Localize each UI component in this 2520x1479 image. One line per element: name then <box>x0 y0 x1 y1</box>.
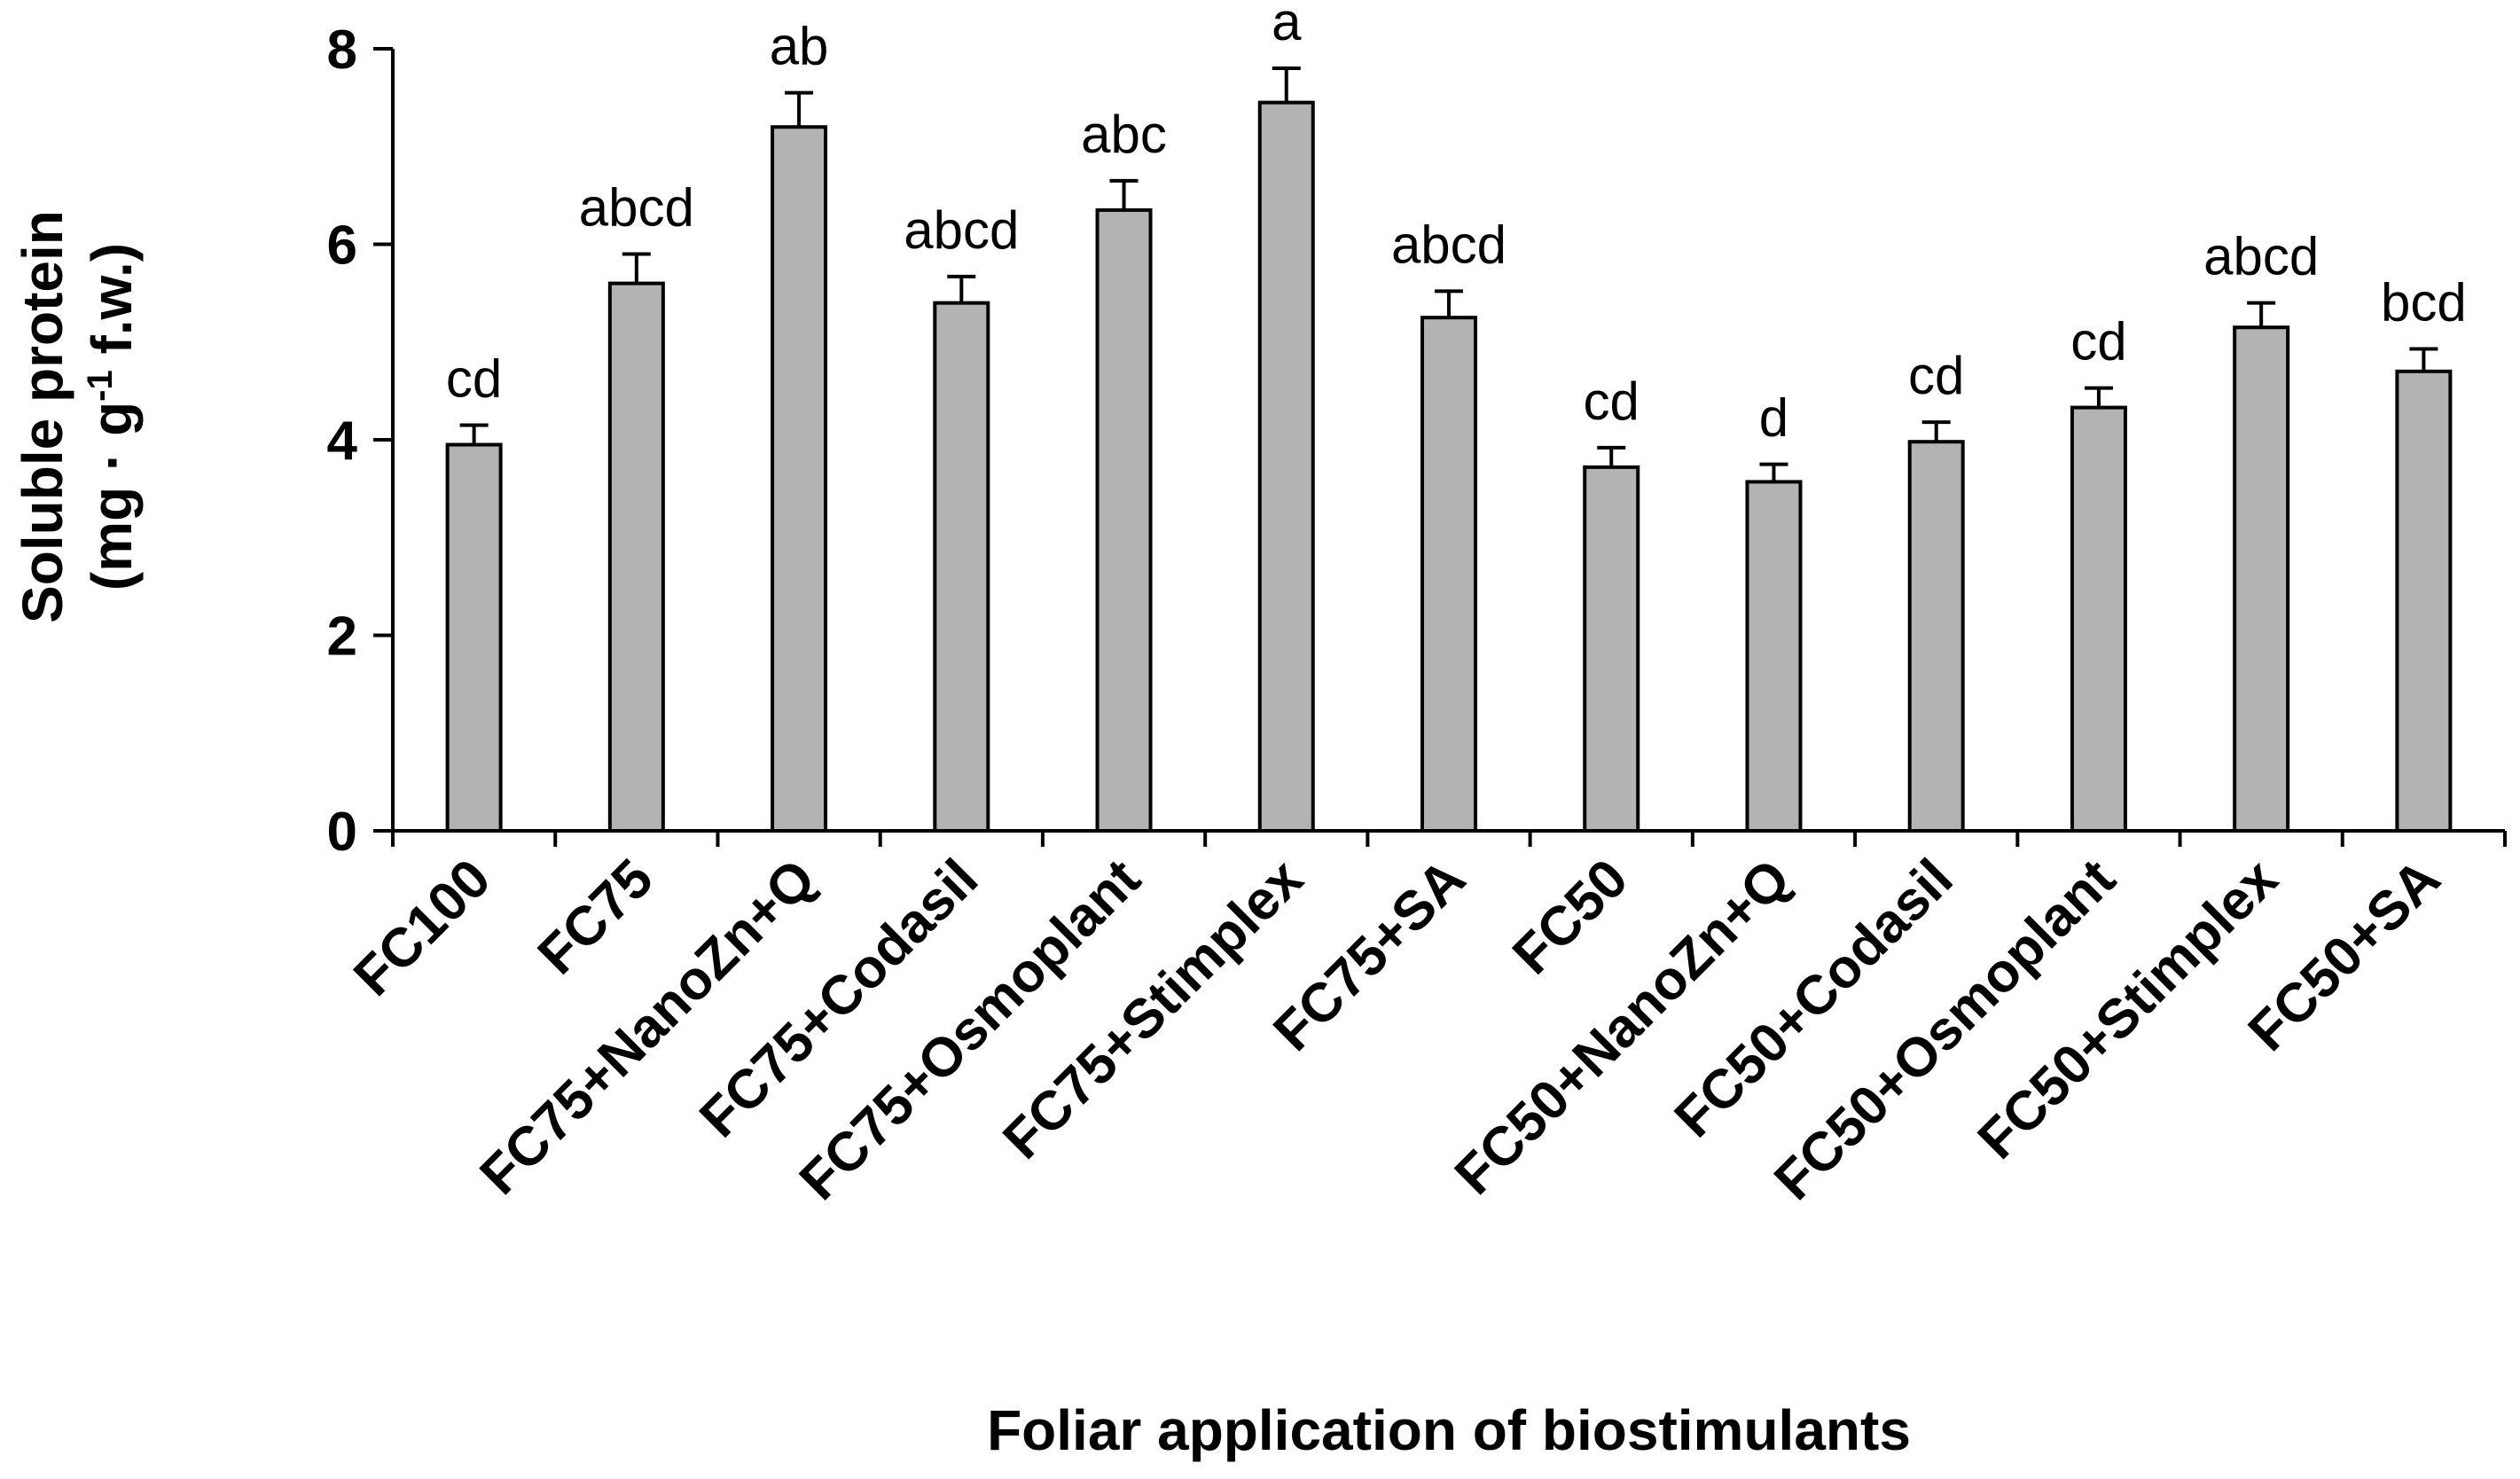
y-tick-label: 0 <box>327 802 357 863</box>
x-axis-label: Foliar application of biostimulants <box>987 1398 1911 1462</box>
significance-letter: d <box>1759 388 1788 448</box>
bar <box>2395 369 2453 833</box>
bar <box>933 301 990 833</box>
x-tick-label: FC50+Stimplex <box>1967 848 2290 1171</box>
significance-letter: a <box>1272 0 1302 51</box>
significance-letter: abcd <box>904 200 1019 260</box>
significance-letter: ab <box>770 17 829 76</box>
significance-letter: bcd <box>2381 272 2467 332</box>
y-tick-label: 6 <box>327 215 357 277</box>
y-axis-unit-prefix: (mg · g <box>80 402 144 591</box>
y-tick-label: 2 <box>327 606 357 668</box>
y-axis-label-line1: Soluble protein <box>11 210 74 623</box>
significance-letter: abcd <box>2203 227 2319 286</box>
x-tick-label: FC75 <box>527 848 665 986</box>
significance-letter: abcd <box>1391 215 1507 274</box>
bar <box>1095 207 1153 833</box>
significance-letter: abcd <box>579 178 694 238</box>
y-tick-labels: 0 2 4 6 8 <box>327 20 358 863</box>
bar <box>2070 405 2127 833</box>
bar <box>607 281 665 833</box>
bar <box>771 125 828 833</box>
x-tick-label: FC50 <box>1501 848 1640 986</box>
y-axis-unit-suffix: f.w.) <box>80 243 144 370</box>
significance-letter: abc <box>1081 105 1167 164</box>
y-tick-label: 4 <box>327 411 358 472</box>
significance-letter: cd <box>1584 372 1640 431</box>
x-tick-label: FC75+Codasil <box>688 848 990 1149</box>
bar <box>1420 316 1477 833</box>
y-axis-label-line2: (mg · g-1 f.w.) <box>80 243 144 591</box>
y-axis-label: Soluble protein (mg · g-1 f.w.) <box>11 210 144 623</box>
significance-letter: cd <box>446 348 502 408</box>
bar <box>1745 480 1803 833</box>
bars <box>445 100 2453 833</box>
significance-letter: cd <box>2070 312 2126 372</box>
y-tick-label: 8 <box>327 20 357 81</box>
x-tick-label: FC50+Codasil <box>1663 848 1965 1149</box>
x-tick-labels: FC100 FC75FC75+NanoZn+QFC75+CodasilFC75+O… <box>342 848 2452 1212</box>
bar <box>2233 325 2290 833</box>
y-axis-unit-superscript: -1 <box>81 370 120 402</box>
error-bars <box>459 67 2438 482</box>
bar <box>1907 440 1965 833</box>
x-tick-label: FC75+Stimplex <box>991 848 1315 1171</box>
bar <box>1257 100 1315 833</box>
significance-letter: cd <box>1908 346 1964 405</box>
significance-letters: cd abcd ab abcd abc a abcd cd d cd cd abcd bcd <box>446 0 2467 448</box>
bar <box>1583 465 1640 833</box>
bar <box>445 442 503 833</box>
x-tick-label: FC100 <box>342 848 502 1007</box>
